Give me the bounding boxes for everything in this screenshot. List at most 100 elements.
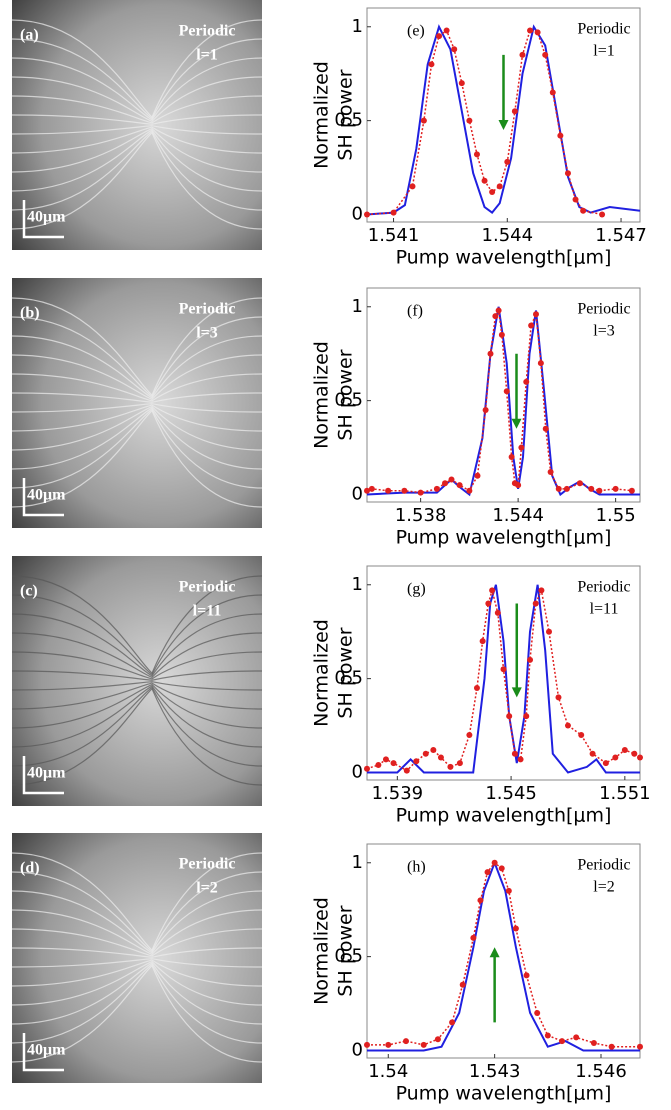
domain-line [11,687,263,786]
data-point [487,350,494,357]
domain-line [11,686,263,767]
data-point [596,487,603,494]
domain-line [11,335,263,399]
data-point [628,487,635,494]
annotation: l=11 [590,601,619,618]
domain-line [11,963,263,1044]
data-point [564,722,571,729]
x-tick-label: 1.547 [595,225,647,246]
data-point [458,80,465,87]
panel-text: l=2 [196,880,218,897]
annotation: Periodic [577,579,630,596]
data-point [437,754,444,761]
domain-line [11,909,263,956]
data-point [602,760,609,767]
data-point [572,196,579,203]
data-point [489,188,496,195]
series-line [366,29,603,216]
annotation: l=2 [593,879,614,896]
x-tick-label: 1.544 [492,505,544,526]
domain-line [11,131,263,230]
data-point [364,1041,370,1048]
data-point [422,750,429,757]
data-point [533,311,539,318]
y-axis-label: Normalized [311,619,333,727]
domain-line [11,871,263,953]
domain-line [11,651,263,680]
domain-line [11,19,263,119]
scale-label: 40μm [27,209,66,226]
data-point [436,33,443,40]
domain-line [11,890,263,954]
scale-label: 40μm [27,765,66,782]
annotation: Periodic [577,21,630,38]
domain-line [11,613,263,677]
data-point [451,46,458,53]
data-point [433,485,440,492]
data-point [390,209,397,216]
arrow-head [498,120,509,131]
data-point [527,656,534,663]
data-point [537,360,544,367]
domain-line [11,403,263,413]
data-point [489,587,496,594]
y-tick-label: 1 [352,574,363,595]
data-point [466,731,473,738]
data-point [528,322,535,329]
data-point [401,487,408,494]
data-point [588,485,595,492]
micrograph [12,833,262,1083]
y-tick-label: 0.5 [334,946,363,967]
data-point [420,1041,427,1048]
data-point [612,754,619,761]
data-point [590,1039,597,1046]
y-axis-label: SH power [335,349,357,440]
data-point [447,763,454,770]
data-point [368,485,375,492]
data-point [517,756,524,763]
x-tick-label: 1.541 [368,225,420,246]
x-axis-label: Pump wavelength[μm] [396,805,612,827]
data-point [546,628,552,635]
domain-line [11,76,263,123]
data-point [473,685,480,692]
data-point [515,482,522,489]
annotation: Periodic [577,301,630,318]
arrow-head [511,418,522,429]
domain-line [11,632,263,679]
domain-line [11,409,263,508]
data-point [364,487,370,494]
data-point [403,767,410,774]
data-point [576,480,583,487]
data-point [523,378,530,385]
x-tick-label: 1.545 [485,783,537,804]
panel-label: (g) [407,581,426,598]
plot-frame [366,843,641,1059]
domain-line [11,57,263,121]
domain-line [11,852,263,952]
domain-line [11,297,263,397]
scale-bar [22,200,64,239]
data-point [485,600,492,607]
y-tick-label: 0 [352,1039,363,1060]
data-point [492,313,499,320]
panel-text: Periodic [179,856,236,873]
x-axis-label: Pump wavelength[μm] [396,1083,612,1105]
data-point [434,1036,441,1043]
panel-text: l=11 [193,603,222,620]
arrow-head [511,687,522,698]
y-tick-label: 1 [352,296,363,317]
x-tick-label: 1.546 [575,1061,627,1082]
x-tick-label: 1.538 [395,505,447,526]
data-point [364,765,370,772]
domain-line [11,126,263,154]
data-point [385,487,392,494]
domain-line [11,947,263,958]
data-point [456,760,463,767]
data-point [518,444,525,451]
panel-label: (d) [20,860,40,877]
data-point [504,158,511,165]
data-point [449,1019,456,1026]
domain-line [11,407,263,470]
